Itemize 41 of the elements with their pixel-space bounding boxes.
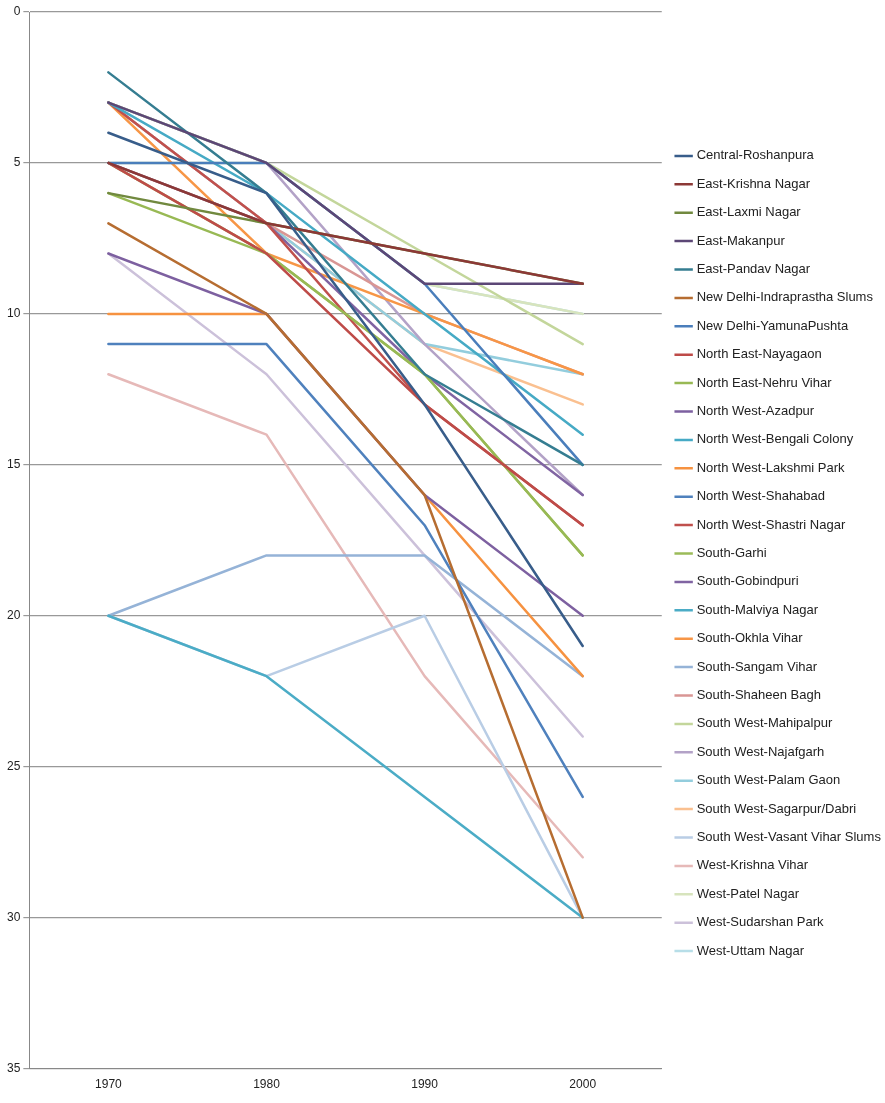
legend-label: New Delhi-YamunaPushta [696, 317, 849, 333]
legend-label: South West-Palam Gaon [696, 772, 841, 788]
legend-label: South-Gobindpuri [696, 573, 799, 589]
legend-label: West-Uttam Nagar [696, 942, 805, 958]
legend-label: North West-Lakshmi Park [696, 459, 846, 475]
legend-label: North East-Nehru Vihar [696, 374, 833, 390]
legend-label: North West-Shastri Nagar [696, 516, 846, 532]
legend-label: South-Sangam Vihar [696, 658, 818, 674]
y-tick-label: 30 [6, 909, 21, 924]
x-tick-label: 1980 [253, 1077, 281, 1092]
legend-label: South-Malviya Nagar [696, 601, 819, 617]
legend-label: West-Krishna Vihar [696, 857, 809, 873]
legend-label: North West-Bengali Colony [696, 431, 854, 447]
legend-label: South-Garhi [696, 545, 767, 561]
legend-label: East-Makanpur [696, 232, 786, 248]
y-tick-label: 15 [6, 457, 21, 472]
y-tick-label: 35 [6, 1060, 21, 1075]
legend-label: Central-Roshanpura [696, 147, 815, 163]
y-tick-label: 0 [13, 4, 21, 19]
y-tick-label: 20 [6, 608, 21, 623]
legend-label: East-Pandav Nagar [696, 261, 811, 277]
x-tick-label: 2000 [569, 1077, 597, 1092]
legend-label: North West-Azadpur [696, 403, 815, 419]
legend-label: East-Laxmi Nagar [696, 204, 802, 220]
legend-label: South West-Sagarpur/Dabri [696, 800, 857, 816]
y-tick-label: 5 [13, 155, 21, 170]
legend-label: South-Okhla Vihar [696, 630, 804, 646]
legend-label: South West-Najafgarh [696, 743, 825, 759]
legend-label: North West-Shahabad [696, 488, 826, 504]
legend-label: West-Sudarshan Park [696, 914, 825, 930]
y-tick-label: 25 [6, 759, 21, 774]
legend-label: South West-Vasant Vihar Slums [696, 829, 882, 845]
x-tick-label: 1970 [95, 1077, 123, 1092]
legend-label: South-Shaheen Bagh [696, 687, 821, 703]
legend-label: North East-Nayagaon [696, 346, 822, 362]
y-tick-label: 10 [6, 306, 21, 321]
legend-label: West-Patel Nagar [696, 885, 800, 901]
x-tick-label: 1990 [411, 1077, 439, 1092]
legend-label: East-Krishna Nagar [696, 175, 811, 191]
legend-label: South West-Mahipalpur [696, 715, 833, 731]
legend-label: New Delhi-Indraprastha Slums [696, 289, 874, 305]
